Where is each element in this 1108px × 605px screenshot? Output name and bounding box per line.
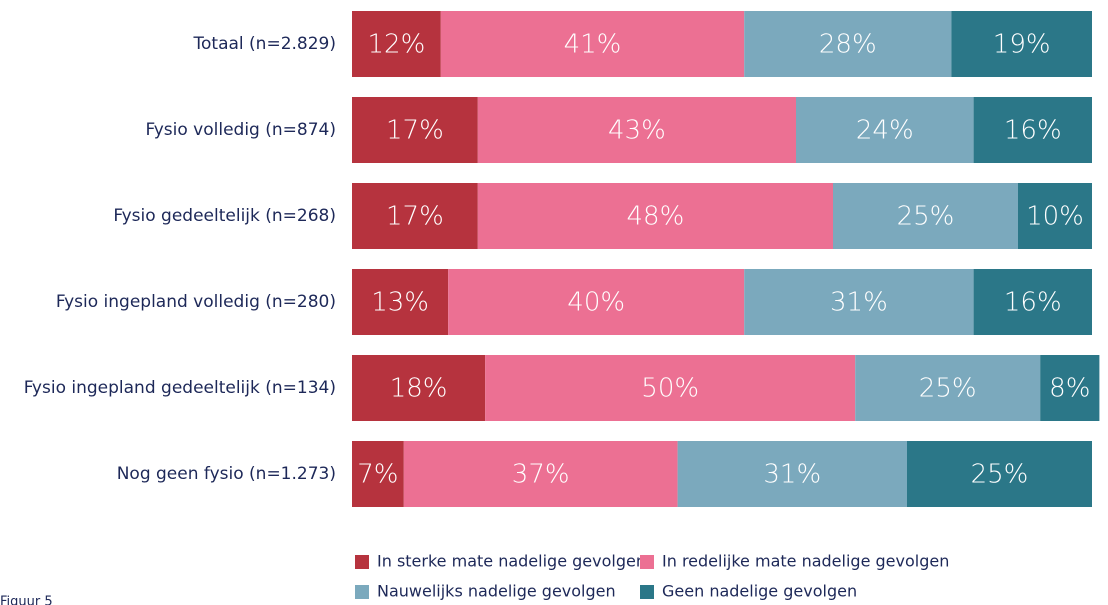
- bar-segment: [951, 11, 1092, 77]
- legend-swatch: [640, 555, 654, 569]
- legend-label: In redelijke mate nadelige gevolgen: [662, 552, 949, 571]
- category-label: Fysio gedeeltelijk (n=268): [113, 206, 336, 226]
- bar-segment: [973, 269, 1092, 335]
- category-label: Fysio volledig (n=874): [146, 120, 336, 140]
- legend-swatch: [355, 585, 369, 599]
- value-label: 16%: [1004, 116, 1062, 146]
- category-label: Fysio ingepland gedeeltelijk (n=134): [24, 378, 336, 398]
- bar-segment: [1040, 355, 1100, 421]
- bar-segment: [403, 441, 678, 507]
- legend-label: Geen nadelige gevolgen: [662, 582, 857, 601]
- figure-caption: Figuur 5: [0, 595, 53, 605]
- value-label: 10%: [1026, 202, 1084, 232]
- bar-segment: [352, 97, 478, 163]
- bar-segment: [440, 11, 745, 77]
- value-label: 28%: [819, 30, 877, 60]
- bar-segment: [677, 441, 907, 507]
- bar-segment: [448, 269, 745, 335]
- value-label: 12%: [368, 30, 426, 60]
- category-label: Nog geen fysio (n=1.273): [117, 464, 336, 484]
- bar-segment: [485, 355, 856, 421]
- bar-segment: [352, 355, 486, 421]
- bar-segment: [744, 269, 974, 335]
- value-label: 37%: [512, 460, 570, 490]
- category-label: Fysio ingepland volledig (n=280): [56, 292, 336, 312]
- bar-segment: [352, 11, 441, 77]
- bar-segment: [477, 97, 796, 163]
- value-label: 8%: [1049, 374, 1090, 404]
- legend-label: In sterke mate nadelige gevolgen: [377, 552, 646, 571]
- legend-label: Nauwelijks nadelige gevolgen: [377, 582, 616, 601]
- bar-segment: [352, 269, 449, 335]
- legend-swatch: [355, 555, 369, 569]
- legend-swatch: [640, 585, 654, 599]
- value-label: 18%: [390, 374, 448, 404]
- value-label: 7%: [357, 460, 398, 490]
- value-label: 40%: [567, 288, 625, 318]
- bar-segment: [907, 441, 1092, 507]
- value-label: 25%: [971, 460, 1029, 490]
- value-label: 17%: [386, 116, 444, 146]
- value-label: 16%: [1004, 288, 1062, 318]
- value-label: 24%: [856, 116, 914, 146]
- bar-segment: [1018, 183, 1092, 249]
- bar-segment: [744, 11, 952, 77]
- value-label: 31%: [830, 288, 888, 318]
- value-label: 31%: [763, 460, 821, 490]
- value-label: 19%: [993, 30, 1051, 60]
- value-label: 25%: [897, 202, 955, 232]
- bar-segment: [477, 183, 833, 249]
- bar-segment: [352, 441, 404, 507]
- bar-segment: [352, 183, 478, 249]
- bar-segment: [796, 97, 974, 163]
- value-label: 25%: [919, 374, 977, 404]
- bar-segment: [973, 97, 1092, 163]
- value-label: 13%: [371, 288, 429, 318]
- value-label: 43%: [608, 116, 666, 146]
- category-label: Totaal (n=2.829): [193, 34, 336, 54]
- bar-segment: [833, 183, 1018, 249]
- value-label: 50%: [641, 374, 699, 404]
- value-label: 48%: [627, 202, 685, 232]
- value-label: 41%: [564, 30, 622, 60]
- bar-segment: [855, 355, 1041, 421]
- value-label: 17%: [386, 202, 444, 232]
